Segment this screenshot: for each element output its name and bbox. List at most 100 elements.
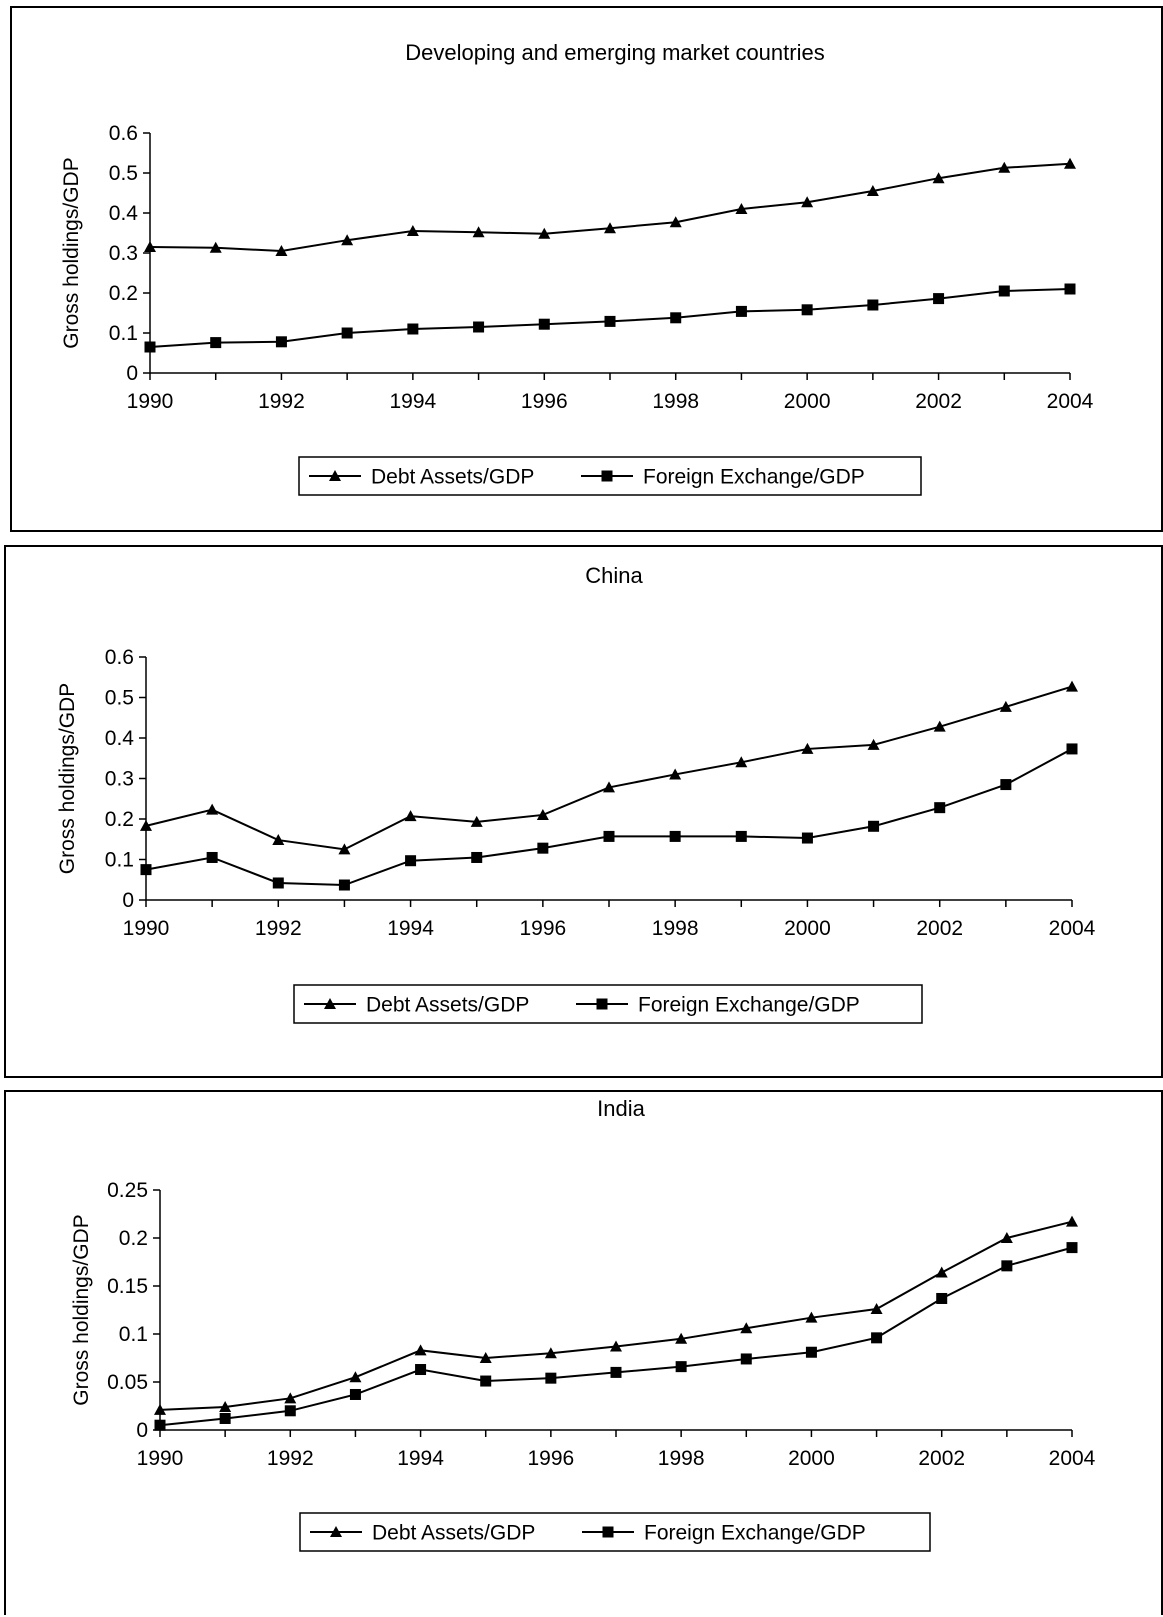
- x-tick-label: 1990: [123, 917, 170, 940]
- y-axis-label: Gross holdings/GDP: [56, 683, 79, 874]
- legend-label: Debt Assets/GDP: [372, 1522, 535, 1545]
- data-point: [206, 851, 218, 863]
- data-point: [669, 216, 682, 228]
- x-tick-label: 2002: [918, 1447, 965, 1470]
- data-point: [206, 803, 219, 815]
- data-point: [866, 185, 879, 196]
- data-point: [210, 337, 222, 349]
- legend-label: Debt Assets/GDP: [366, 994, 529, 1017]
- data-point: [1066, 680, 1078, 692]
- data-point: [867, 299, 879, 311]
- x-tick-label: 1992: [258, 390, 305, 413]
- data-point: [140, 864, 152, 876]
- x-tick-label: 2000: [784, 917, 831, 940]
- data-point: [341, 234, 354, 246]
- data-point: [272, 877, 284, 889]
- data-point: [536, 808, 549, 820]
- data-point: [471, 851, 483, 863]
- series-debt-assets: [154, 1215, 1078, 1415]
- data-point: [735, 203, 748, 214]
- x-tick-label: 1994: [387, 917, 434, 940]
- y-tick-label: 0.6: [105, 646, 134, 669]
- data-point: [349, 1371, 362, 1383]
- series-line: [159, 1246, 1073, 1427]
- x-tick-label: 1992: [267, 1447, 314, 1470]
- series-debt-assets: [140, 680, 1078, 855]
- data-point: [275, 245, 288, 256]
- data-point: [805, 1311, 818, 1323]
- y-tick-label: 0.25: [107, 1179, 148, 1202]
- data-point: [537, 842, 549, 854]
- y-tick-label: 0.3: [109, 242, 138, 265]
- y-tick-label: 0.4: [109, 202, 139, 225]
- x-tick-label: 1990: [127, 390, 174, 413]
- x-tick-label: 1996: [527, 1447, 574, 1470]
- data-point: [144, 241, 156, 252]
- legend-label: Foreign Exchange/GDP: [638, 994, 860, 1017]
- data-point: [1064, 283, 1076, 295]
- data-point: [545, 1372, 557, 1384]
- data-point: [154, 1419, 166, 1431]
- data-point: [405, 855, 417, 867]
- legend: Debt Assets/GDP Foreign Exchange/GDP: [293, 984, 923, 1024]
- chart-title: India: [597, 1096, 645, 1121]
- x-tick-label: 1990: [137, 1447, 184, 1470]
- chart-title: China: [585, 563, 643, 588]
- data-point: [415, 1364, 427, 1376]
- y-tick-label: 0.05: [107, 1371, 148, 1394]
- series-line: [149, 162, 1071, 253]
- data-point: [675, 1361, 687, 1373]
- data-point: [801, 304, 813, 316]
- data-point: [1066, 743, 1078, 755]
- data-point: [473, 321, 485, 333]
- data-point: [479, 1352, 492, 1363]
- data-point: [407, 323, 419, 335]
- legend-label: Debt Assets/GDP: [371, 466, 534, 489]
- y-tick-label: 0.1: [119, 1323, 148, 1346]
- data-point: [338, 843, 351, 855]
- x-tick-label: 2002: [915, 390, 962, 413]
- data-point: [1066, 1242, 1078, 1254]
- legend-marker: [602, 1526, 614, 1538]
- data-point: [1000, 1232, 1013, 1243]
- data-point: [735, 830, 747, 842]
- data-point: [154, 1403, 166, 1415]
- legend: Debt Assets/GDP Foreign Exchange/GDP: [298, 456, 922, 496]
- data-point: [610, 1340, 622, 1352]
- data-point: [935, 1266, 948, 1278]
- x-tick-label: 1996: [521, 390, 568, 413]
- chart-india: India Gross holdings/GDP 0 0.05 0.1 0.15 0.2 0.…: [70, 1096, 1096, 1552]
- data-point: [999, 700, 1012, 712]
- chart-panel-china: China Gross holdings/GDP 0 0.1 0.2 0.3 0.4 0.5 0…: [4, 545, 1163, 1078]
- x-tick-label: 2004: [1049, 1447, 1096, 1470]
- chart-panel-developing: Developing and emerging market countries…: [10, 6, 1163, 532]
- data-point: [805, 1346, 817, 1358]
- data-point: [1066, 1215, 1078, 1227]
- y-tick-label: 0.3: [105, 768, 134, 791]
- y-tick-label: 0.1: [105, 849, 134, 872]
- x-tick-label: 2002: [916, 917, 963, 940]
- x-tick-label: 1996: [519, 917, 566, 940]
- data-point: [604, 315, 616, 327]
- data-point: [801, 196, 814, 208]
- data-point: [604, 222, 616, 234]
- series-line: [159, 1220, 1073, 1411]
- legend-label: Foreign Exchange/GDP: [644, 1522, 866, 1545]
- x-tick-label: 1992: [255, 917, 302, 940]
- x-tick-label: 1998: [652, 390, 699, 413]
- series-debt-assets: [144, 157, 1076, 256]
- data-point: [932, 172, 945, 184]
- y-axis-label: Gross holdings/GDP: [70, 1214, 93, 1405]
- x-tick-label: 1994: [397, 1447, 444, 1470]
- y-tick-label: 0.5: [105, 687, 134, 710]
- y-tick-label: 0.2: [109, 282, 138, 305]
- data-point: [544, 1347, 557, 1359]
- data-point: [933, 293, 945, 305]
- data-point: [603, 830, 615, 842]
- data-point: [144, 341, 156, 353]
- data-point: [998, 161, 1011, 173]
- y-axis-label: Gross holdings/GDP: [60, 157, 83, 348]
- chart-title: Developing and emerging market countries: [405, 40, 824, 65]
- legend: Debt Assets/GDP Foreign Exchange/GDP: [299, 1512, 931, 1552]
- y-tick-label: 0.15: [107, 1275, 148, 1298]
